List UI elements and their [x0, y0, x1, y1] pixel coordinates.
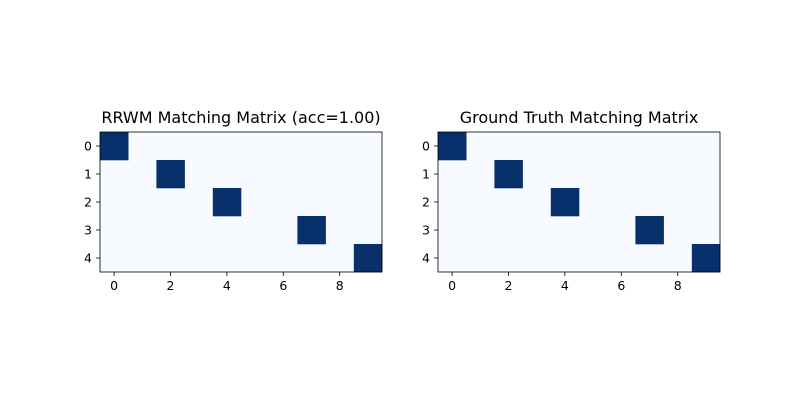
x-tick-label: 4 — [561, 278, 569, 293]
x-tick-label: 2 — [167, 278, 175, 293]
y-tick-label: 2 — [84, 195, 92, 210]
heatmap-cell-match — [353, 244, 383, 273]
x-tick-label: 2 — [505, 278, 513, 293]
x-tick-label: 8 — [674, 278, 682, 293]
heatmap-cell-match — [297, 216, 326, 245]
x-tick-label: 6 — [617, 278, 625, 293]
x-tick-label: 4 — [223, 278, 231, 293]
heatmap-cell-match — [691, 244, 721, 273]
y-tick-label: 1 — [84, 167, 92, 182]
y-tick-label: 0 — [84, 139, 92, 154]
panel-rrwm: RRWM Matching Matrix (acc=1.00) 0 2 4 6 8 0 1 2… — [84, 108, 383, 293]
chart-title: Ground Truth Matching Matrix — [460, 108, 699, 127]
heatmap-cell-match — [100, 132, 129, 161]
y-tick-label: 3 — [422, 223, 430, 238]
chart-title: RRWM Matching Matrix (acc=1.00) — [101, 108, 380, 127]
y-tick-label: 3 — [84, 223, 92, 238]
x-tick-label: 8 — [336, 278, 344, 293]
panel-ground-truth: Ground Truth Matching Matrix 0 2 4 6 8 0 1 2 3 4 — [422, 108, 721, 293]
heatmap-cell-match — [438, 132, 467, 161]
heatmap-cell-match — [550, 188, 580, 217]
heatmap-cell-match — [156, 160, 185, 189]
heatmap-cell-match — [494, 160, 523, 189]
heatmap-cell-match — [212, 188, 242, 217]
y-tick-label: 4 — [422, 251, 430, 266]
heatmap-cell-match — [635, 216, 664, 245]
x-tick-label: 0 — [110, 278, 118, 293]
x-tick-label: 6 — [279, 278, 287, 293]
y-tick-label: 0 — [422, 139, 430, 154]
x-tick-label: 0 — [448, 278, 456, 293]
y-tick-label: 4 — [84, 251, 92, 266]
y-tick-label: 1 — [422, 167, 430, 182]
y-tick-label: 2 — [422, 195, 430, 210]
